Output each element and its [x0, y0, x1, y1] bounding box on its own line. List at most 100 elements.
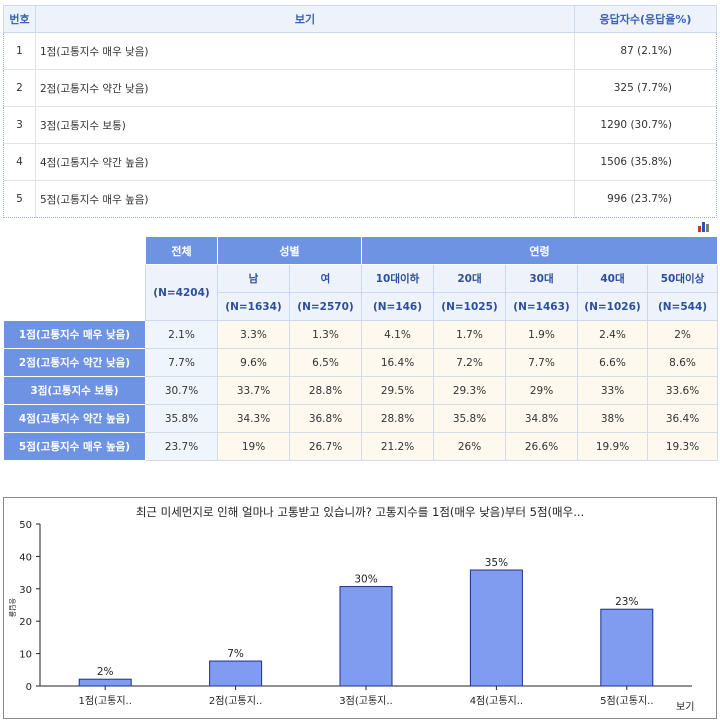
cell-value: 7.2%	[433, 348, 506, 377]
cross-table-row: 2점(고통지수 약간 낮음) 7.7% 9.6% 6.5% 16.4% 7.2% 7.7% 6…	[3, 348, 719, 377]
results-table: 번호 보기 응답자수(응답율%) 1 1점(고통지수 매우 낮음) 87 (2.…	[3, 5, 717, 218]
table-row: 4 4점(고통지수 약간 높음) 1506 (35.8%)	[3, 143, 717, 181]
cell-value: 19.9%	[577, 432, 648, 461]
cell-value: 9.6%	[217, 348, 290, 377]
cell-total: 2.1%	[145, 320, 218, 349]
header-total: 전체	[145, 236, 218, 265]
bar-chart: 최근 미세먼지로 인해 얼마나 고통받고 있습니까? 고통지수를 1점(매우 낮…	[3, 497, 717, 719]
table-row: 1 1점(고통지수 매우 낮음) 87 (2.1%)	[3, 32, 717, 70]
cell-value: 7.7%	[505, 348, 578, 377]
cell-value: 29%	[505, 376, 578, 405]
x-tick-label: 3점(고통지..	[339, 695, 392, 707]
subheader-n: (N=1634)	[217, 292, 290, 321]
cell-value: 38%	[577, 404, 648, 433]
cell-value: 2%	[646, 320, 719, 349]
subheader-n: (N=2570)	[289, 292, 362, 321]
x-tick-label: 4점(고통지..	[470, 695, 523, 707]
y-tick-label: 40	[19, 552, 32, 563]
cell-value: 35.8%	[433, 404, 506, 433]
cell-value: 19%	[217, 432, 290, 461]
cell-value: 29.3%	[433, 376, 506, 405]
cross-table-row: 4점(고통지수 약간 높음) 35.8% 34.3% 36.8% 28.8% 35.8% 3…	[3, 404, 719, 433]
row-label: 4점(고통지수 약간 높음)	[3, 404, 146, 433]
subheader-n: (N=1463)	[505, 292, 578, 321]
bar-data-label: 23%	[615, 596, 638, 608]
row-option: 3점(고통지수 보통)	[35, 106, 575, 144]
row-count: 87 (2.1%)	[574, 32, 717, 70]
x-tick-label: 1점(고통지..	[78, 695, 131, 707]
row-no: 3	[3, 106, 36, 144]
subheader-n: (N=146)	[361, 292, 434, 321]
subheader: 50대이상	[646, 264, 719, 293]
corner-blank	[3, 236, 146, 321]
row-option: 4점(고통지수 약간 높음)	[35, 143, 575, 181]
cell-value: 19.3%	[646, 432, 719, 461]
cell-value: 29.5%	[361, 376, 434, 405]
row-count: 325 (7.7%)	[574, 69, 717, 107]
bar-chart-svg: 최근 미세먼지로 인해 얼마나 고통받고 있습니까? 고통지수를 1점(매우 낮…	[8, 505, 694, 713]
cell-total: 23.7%	[145, 432, 218, 461]
cell-total: 30.7%	[145, 376, 218, 405]
cell-value: 16.4%	[361, 348, 434, 377]
header-total-n: (N=4204)	[145, 264, 218, 321]
y-tick-label: 50	[19, 520, 32, 531]
cell-value: 6.5%	[289, 348, 362, 377]
cell-value: 28.8%	[361, 404, 434, 433]
cross-table-row: 5점(고통지수 매우 높음) 23.7% 19% 26.7% 21.2% 26% 26.6%…	[3, 432, 719, 461]
y-tick-label: 10	[19, 650, 32, 661]
cell-value: 34.8%	[505, 404, 578, 433]
subheader: 남	[217, 264, 290, 293]
bar	[78, 678, 132, 687]
subheader: 30대	[505, 264, 578, 293]
bar-data-label: 35%	[485, 557, 508, 569]
cell-value: 1.7%	[433, 320, 506, 349]
x-tick-label: 2점(고통지..	[209, 695, 262, 707]
bar	[600, 608, 654, 687]
bar-chart-icon[interactable]	[697, 220, 711, 232]
subheader: 20대	[433, 264, 506, 293]
cell-value: 34.3%	[217, 404, 290, 433]
col-header-option: 보기	[35, 5, 575, 33]
y-axis-label: 응답율	[8, 598, 17, 618]
y-tick-label: 20	[19, 617, 32, 628]
y-tick-label: 30	[19, 585, 32, 596]
row-option: 2점(고통지수 약간 낮음)	[35, 69, 575, 107]
x-axis-label: 보기	[676, 701, 694, 713]
subheader: 여	[289, 264, 362, 293]
subheader-n: (N=1026)	[577, 292, 648, 321]
bar	[339, 586, 393, 687]
bar-data-label: 2%	[97, 666, 114, 678]
cell-value: 26.7%	[289, 432, 362, 461]
cell-value: 33.7%	[217, 376, 290, 405]
cell-value: 1.3%	[289, 320, 362, 349]
subheader-n: (N=1025)	[433, 292, 506, 321]
cell-value: 2.4%	[577, 320, 648, 349]
row-count: 1290 (30.7%)	[574, 106, 717, 144]
subheader: 40대	[577, 264, 648, 293]
row-option: 1점(고통지수 매우 낮음)	[35, 32, 575, 70]
cell-total: 7.7%	[145, 348, 218, 377]
cell-value: 33.6%	[646, 376, 719, 405]
header-age: 연령	[360, 236, 719, 265]
row-label: 5점(고통지수 매우 높음)	[3, 432, 146, 461]
cross-table-row: 1점(고통지수 매우 낮음) 2.1% 3.3% 1.3% 4.1% 1.7% 1.9% 2.…	[3, 320, 719, 349]
y-tick-label: 0	[26, 682, 32, 693]
row-no: 1	[3, 32, 36, 70]
row-label: 2점(고통지수 약간 낮음)	[3, 348, 146, 377]
subheader-n: (N=544)	[646, 292, 719, 321]
cell-value: 4.1%	[361, 320, 434, 349]
cell-value: 36.8%	[289, 404, 362, 433]
row-count: 996 (23.7%)	[574, 180, 717, 218]
row-count: 1506 (35.8%)	[574, 143, 717, 181]
bar-data-label: 30%	[354, 574, 377, 586]
cell-value: 1.9%	[505, 320, 578, 349]
row-no: 4	[3, 143, 36, 181]
cross-table: 전체 성별 연령 (N=4204) 남 여 10대이하 20대 30대 40대 …	[3, 236, 719, 461]
cell-value: 26.6%	[505, 432, 578, 461]
cell-value: 21.2%	[361, 432, 434, 461]
cell-value: 8.6%	[646, 348, 719, 377]
table-row: 3 3점(고통지수 보통) 1290 (30.7%)	[3, 106, 717, 144]
subheader: 10대이하	[361, 264, 434, 293]
col-header-count: 응답자수(응답율%)	[574, 5, 717, 33]
cell-value: 36.4%	[646, 404, 719, 433]
